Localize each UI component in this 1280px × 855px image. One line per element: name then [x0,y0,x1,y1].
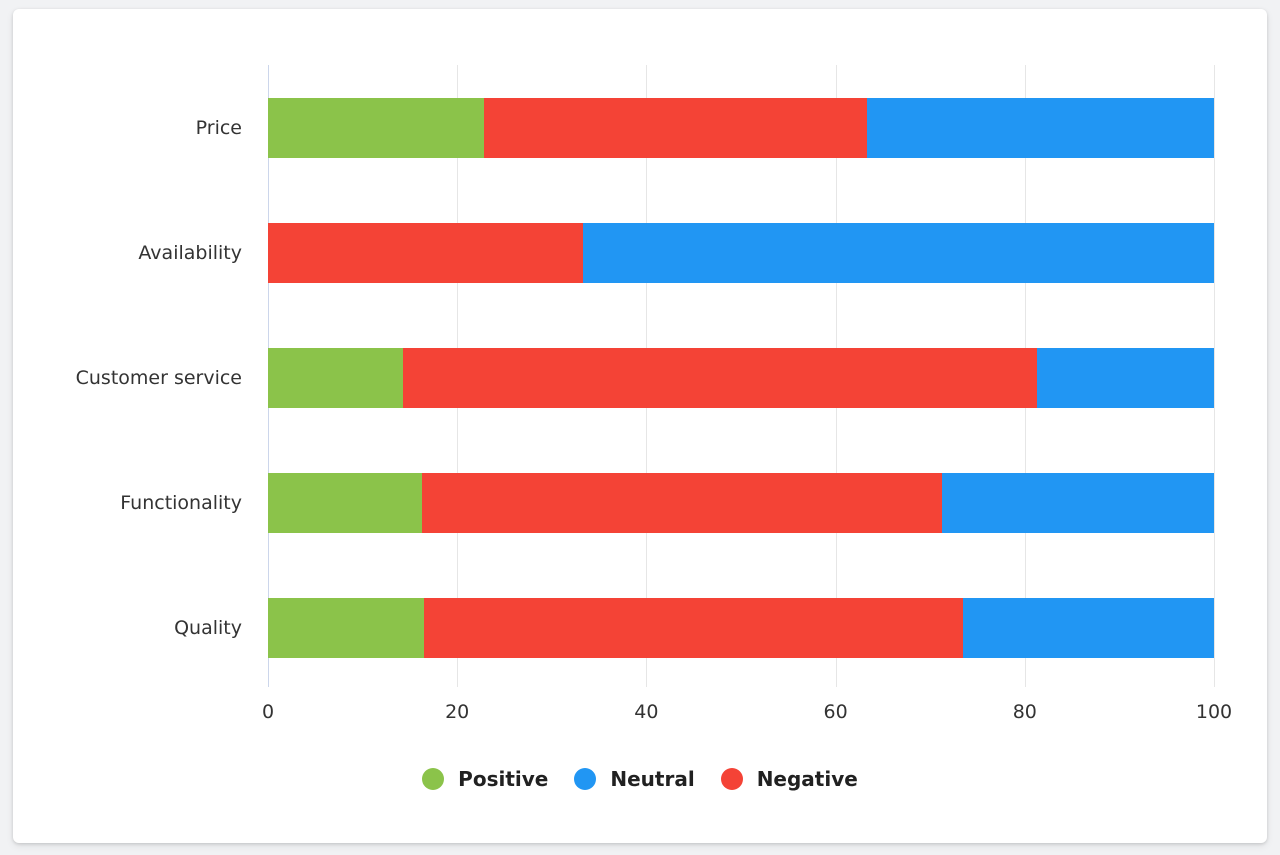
x-tick-label: 40 [634,701,659,723]
bar-segment-neutral[interactable] [963,598,1214,658]
bar-segment-neutral[interactable] [866,98,1214,158]
chart-card: Price Availability Customer service Functio… [13,9,1267,843]
bar-price [268,98,1214,158]
bar-segment-neutral[interactable] [942,473,1214,533]
chart-legend: Positive Neutral Negative [13,767,1267,791]
bar-segment-neutral[interactable] [583,223,1214,283]
x-tick-label: 20 [445,701,470,723]
legend-label: Neutral [610,767,695,791]
legend-item-neutral[interactable]: Neutral [574,767,695,791]
bar-quality [268,598,1214,658]
x-tick-label: 60 [823,701,848,723]
legend-label: Negative [756,767,858,791]
legend-marker-neutral [574,768,597,790]
legend-label: Positive [458,767,549,791]
category-label: Price [195,117,242,139]
bar-segment-neutral[interactable] [1037,348,1214,408]
bar-segment-negative[interactable] [424,598,964,658]
legend-item-negative[interactable]: Negative [720,767,858,791]
bar-segment-positive[interactable] [268,98,484,158]
bar-segment-negative[interactable] [403,348,1038,408]
bar-segment-positive[interactable] [268,473,423,533]
gridline [1214,65,1215,687]
bar-segment-negative[interactable] [422,473,943,533]
x-tick-label: 0 [261,701,275,723]
legend-marker-negative [720,768,743,790]
bar-segment-positive[interactable] [268,598,425,658]
x-tick-label: 100 [1195,701,1233,723]
category-label: Availability [138,242,242,264]
bar-segment-negative[interactable] [268,223,584,283]
category-label: Quality [174,617,242,639]
stacked-bar-chart: Price Availability Customer service Functio… [13,9,1267,843]
legend-item-positive[interactable]: Positive [422,767,548,791]
category-label: Customer service [75,367,242,389]
bar-segment-negative[interactable] [483,98,867,158]
category-label: Functionality [120,492,242,514]
bar-availability [268,223,1214,283]
bar-segment-positive[interactable] [268,348,404,408]
legend-marker-positive [422,768,445,790]
bar-functionality [268,473,1214,533]
x-tick-label: 80 [1012,701,1037,723]
bar-customer-service [268,348,1214,408]
